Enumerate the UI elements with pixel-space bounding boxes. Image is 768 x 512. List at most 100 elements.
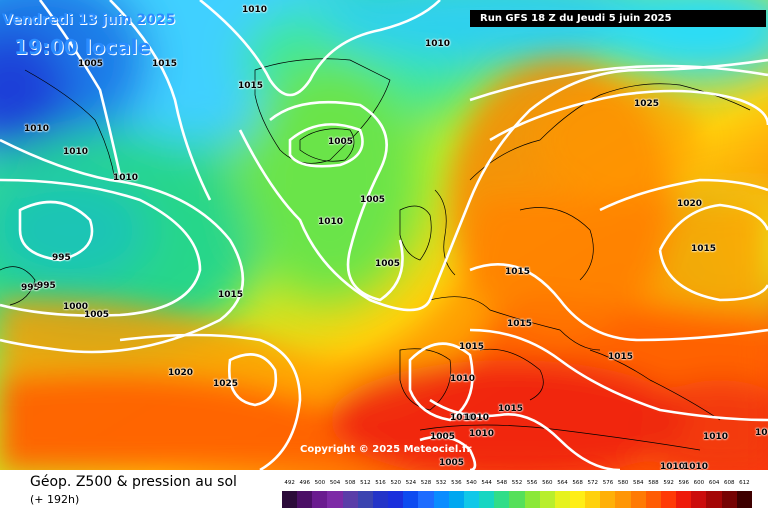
color-scale-value: 600 [693, 480, 705, 486]
isobar-label: 1015 [152, 59, 178, 69]
color-scale-swatch [282, 491, 298, 508]
color-scale-value: 524 [405, 480, 417, 486]
color-scale-value: 568 [572, 480, 583, 486]
isobar-label: 1010 [63, 147, 89, 157]
color-scale-swatch [388, 491, 404, 508]
color-scale-value: 604 [708, 480, 720, 486]
isobar-label: 1005 [375, 259, 401, 269]
color-scale-bar [282, 491, 752, 508]
valid-time: 19:00 locale [14, 35, 151, 59]
isobar-label: 1010 [425, 39, 451, 49]
color-scale-value: 612 [739, 480, 750, 486]
color-scale-swatch [479, 491, 495, 508]
color-scale-value: 552 [511, 480, 523, 486]
color-scale-swatch [600, 491, 616, 508]
isobar-label: 1015 [498, 404, 524, 414]
isobar-label: 1015 [459, 342, 485, 352]
color-scale-value: 536 [451, 480, 462, 486]
product-title: Géop. Z500 & pression au sol [30, 474, 237, 490]
isobar-label: 1010 [318, 217, 344, 227]
isobar-label: 1005 [360, 195, 386, 205]
color-scale-swatch [509, 491, 525, 508]
color-scale-swatch [569, 491, 586, 508]
color-scale-value: 548 [496, 480, 508, 486]
color-scale-value: 496 [299, 480, 310, 486]
color-scale-swatch [372, 491, 389, 508]
color-scale-value: 580 [617, 480, 629, 486]
color-scale-value: 492 [284, 480, 295, 486]
color-scale-swatch [554, 491, 570, 508]
isobar-label: 1000 [63, 302, 89, 312]
color-scale-swatch [297, 491, 313, 508]
color-scale-value: 608 [724, 480, 735, 486]
color-scale-swatch [585, 491, 601, 508]
isobar-label: 1010 [464, 413, 490, 423]
color-scale-value: 528 [420, 480, 432, 486]
color-scale-swatch [706, 491, 722, 508]
isobar-label: 1005 [430, 432, 456, 442]
color-scale-swatch [448, 491, 464, 508]
color-scale-swatch [403, 491, 419, 508]
color-scale-value: 564 [557, 480, 568, 486]
color-scale-swatch [433, 491, 449, 508]
isobar-label: 1010 [450, 413, 476, 423]
color-scale-value: 540 [466, 480, 477, 486]
color-scale-swatch [327, 491, 343, 508]
isobar-label: 1015 [691, 244, 717, 254]
color-scale-swatch [721, 491, 737, 508]
isobar-label: 1015 [238, 81, 264, 91]
color-scale-value: 512 [360, 480, 371, 486]
isobar-label: 1015 [218, 290, 244, 300]
color-scale: 492 496 500 504 508 512 516 520 524 528 532 536 540 5… [282, 480, 752, 510]
color-scale-value: 520 [390, 480, 401, 486]
coastlines [0, 58, 751, 451]
isobar-label: 1015 [755, 428, 768, 438]
isobar-label: 1010 [242, 5, 268, 15]
color-scale-value: 592 [663, 480, 674, 486]
isobar-label: 1020 [168, 368, 194, 378]
color-scale-swatch [660, 491, 677, 508]
color-scale-swatch [615, 491, 631, 508]
isobar-label: 1025 [213, 379, 239, 389]
geopotential-field [0, 0, 768, 470]
run-info: Run GFS 18 Z du Jeudi 5 juin 2025 [470, 10, 766, 27]
isobar-label: 1010 [450, 374, 476, 384]
valid-date: Vendredi 13 juin 2025 [2, 12, 176, 28]
isobar-label: 1010 [683, 462, 709, 472]
color-scale-value: 544 [481, 480, 492, 486]
color-scale-swatch [645, 491, 661, 508]
forecast-range: (+ 192h) [30, 493, 80, 506]
isobar-label: 1010 [703, 432, 729, 442]
color-scale-swatch [494, 491, 510, 508]
color-scale-swatch [539, 491, 555, 508]
copyright-notice: Copyright © 2025 Meteociel.fr [300, 444, 472, 455]
color-scale-swatch [691, 491, 707, 508]
isobar-label: 995 [21, 283, 40, 293]
isobar-label: 1010 [24, 124, 50, 134]
isobar-label: 1005 [439, 458, 465, 468]
color-scale-value: 516 [375, 480, 386, 486]
color-scale-swatch [463, 491, 480, 508]
color-scale-swatch [312, 491, 328, 508]
isobar-label: 1010 [469, 429, 495, 439]
color-scale-value: 504 [329, 480, 341, 486]
isobar-label: 1005 [328, 137, 354, 147]
isobar-label: 1025 [634, 99, 660, 109]
color-scale-value: 500 [314, 480, 326, 486]
isobar-label: 1010 [660, 462, 686, 472]
isobar-label: 1015 [608, 352, 634, 362]
color-scale-swatch [357, 491, 373, 508]
isobar-lines [0, 0, 768, 470]
isobar-label: 1015 [507, 319, 533, 329]
color-scale-value: 560 [542, 480, 553, 486]
color-scale-value: 584 [633, 480, 644, 486]
color-scale-value: 588 [648, 480, 659, 486]
color-scale-swatch [676, 491, 692, 508]
isobar-label: 995 [37, 281, 56, 291]
color-scale-value: 532 [435, 480, 447, 486]
isobar-label: 1020 [677, 199, 703, 209]
color-scale-value: 596 [678, 480, 690, 486]
isobar-label: 995 [52, 253, 71, 263]
color-scale-value: 556 [526, 480, 538, 486]
